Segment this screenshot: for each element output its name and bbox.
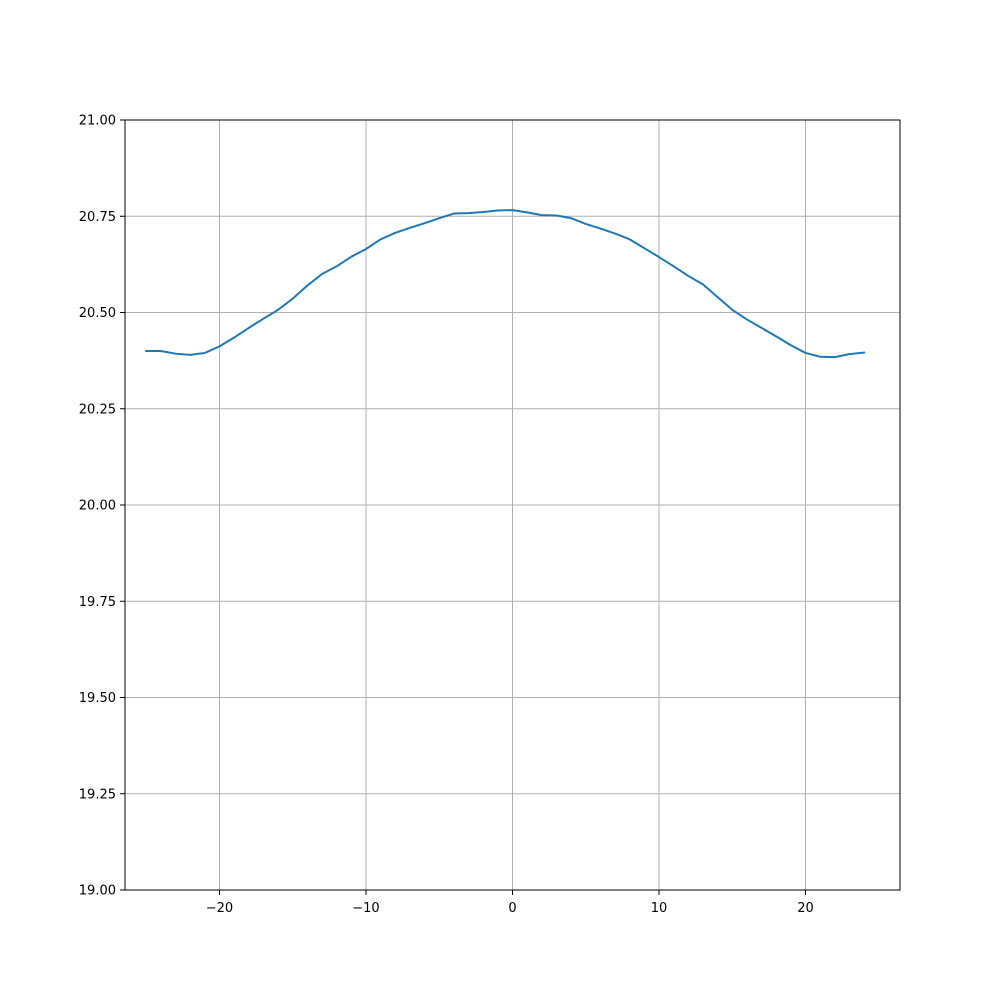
- y-tick-label: 19.50: [79, 691, 116, 706]
- y-tick-label: 20.75: [79, 210, 116, 225]
- series-group: [145, 209, 866, 359]
- y-tick-label: 19.75: [79, 595, 116, 610]
- y-tick-label: 21.00: [79, 114, 116, 129]
- y-tick-label: 20.50: [79, 306, 116, 321]
- x-tick-label: 10: [651, 901, 668, 916]
- y-tick-label: 19.00: [79, 884, 116, 899]
- y-tick-label: 20.00: [79, 499, 116, 514]
- x-tick-label: −20: [206, 901, 233, 916]
- y-tick-label: 19.25: [79, 787, 116, 802]
- x-tick-label: 20: [797, 901, 814, 916]
- x-axis: −20 −10 0 10 20: [206, 890, 814, 916]
- y-tick-label: 20.25: [79, 402, 116, 417]
- y-axis: 19.00 19.25 19.50 19.75 20.00 20.25 20.50 20.75…: [79, 114, 125, 899]
- series-line: [145, 209, 866, 359]
- x-tick-label: −10: [352, 901, 379, 916]
- x-tick-label: 0: [508, 901, 516, 916]
